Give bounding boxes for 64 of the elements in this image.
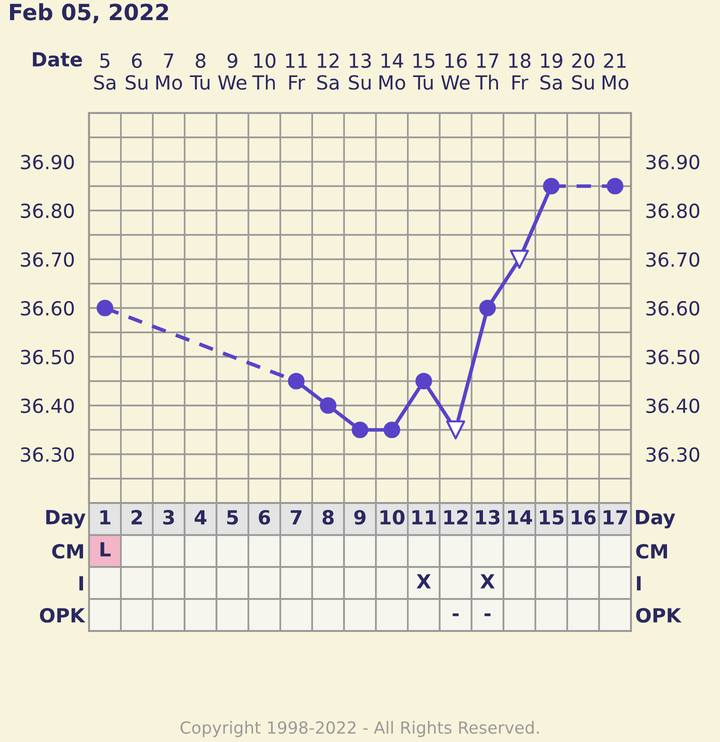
x-tick-label: 19 Sa xyxy=(540,53,562,90)
y-tick-label: I xyxy=(79,576,84,590)
x-tick-label: 6 Su xyxy=(126,53,148,90)
x-tick-label: 16 xyxy=(572,510,596,525)
text: Copyright 1998-2022 - All Rights Reserved. xyxy=(180,720,539,738)
x-tick-label: 6 xyxy=(258,510,270,525)
x-tick-label: 13 xyxy=(476,510,500,525)
y2-tick-label: CM xyxy=(636,544,667,559)
y2-tick-label: 36.80 xyxy=(646,203,700,218)
x-tick-label: 18 Fr xyxy=(509,53,530,90)
y2-tick-label: 36.30 xyxy=(646,447,700,462)
x-tick-label: 8 xyxy=(322,510,334,525)
x-tick-label: 1 xyxy=(100,510,110,524)
text: X xyxy=(416,574,431,588)
x-tick-label: 20 Su xyxy=(572,53,594,90)
text: - xyxy=(484,613,491,616)
x-tick-label: 5 Sa xyxy=(94,54,116,90)
x-tick-label: 7 Mo xyxy=(156,54,182,90)
x-tick-label: 3 xyxy=(163,510,174,525)
x-tick-label: 7 xyxy=(290,510,302,524)
y2-tick-label: 36.40 xyxy=(646,398,700,414)
x-tick-label: 13 Su xyxy=(348,53,371,90)
x-tick-label: 17 Th xyxy=(475,54,498,90)
y-tick-label: OPK xyxy=(40,608,86,623)
x-tick-label: 10 xyxy=(380,510,404,525)
y-tick-label: 36.90 xyxy=(20,154,74,170)
y-tick-label: 36.50 xyxy=(20,350,74,364)
chart-title: Feb 05, 2022 xyxy=(10,3,168,24)
y-tick-label: 36.60 xyxy=(20,300,74,316)
x-tick-label: 17 xyxy=(604,510,628,524)
x-tick-label: 8 Tu xyxy=(190,53,210,90)
y-tick-label: CM xyxy=(52,544,84,559)
x-tick-label: 9 xyxy=(354,510,366,525)
y2-tick-label: OPK xyxy=(636,608,682,623)
text: X xyxy=(480,574,495,588)
x-tick-label: 10 Th xyxy=(252,53,276,90)
y2-tick-label: 36.90 xyxy=(646,154,700,170)
x-tick-label: 15 Tu xyxy=(413,54,434,90)
x-tick-label: 11 Fr xyxy=(286,54,307,90)
y2-tick-label: I xyxy=(636,576,641,590)
y2-tick-label: 36.50 xyxy=(646,350,700,364)
x-tick-label: 14 Mo xyxy=(379,54,406,90)
x-tick-label: 15 xyxy=(540,510,564,525)
x-axis-title: Day xyxy=(46,510,86,528)
x-tick-label: 12 Sa xyxy=(317,53,339,90)
x-tick-label: 12 xyxy=(444,510,468,524)
x-tick-label: 21 Mo xyxy=(602,53,628,90)
x-tick-label: 5 xyxy=(227,510,238,525)
text: L xyxy=(100,542,111,556)
x-axis-title: Date xyxy=(32,52,82,67)
text: Day xyxy=(636,510,676,528)
x-tick-label: 11 xyxy=(412,510,436,524)
x-tick-label: 2 xyxy=(132,510,142,524)
y-tick-label: 36.70 xyxy=(20,252,74,267)
y-tick-label: 36.30 xyxy=(20,447,74,462)
y2-tick-label: 36.70 xyxy=(646,252,700,267)
text: - xyxy=(452,613,459,616)
y-tick-label: 36.40 xyxy=(20,398,74,414)
y-tick-label: 36.80 xyxy=(20,203,74,218)
x-tick-label: 9 We xyxy=(218,53,246,90)
x-tick-label: 4 xyxy=(194,510,206,524)
x-tick-label: 16 We xyxy=(441,53,470,90)
y2-tick-label: 36.60 xyxy=(646,300,700,316)
x-tick-label: 14 xyxy=(508,510,532,524)
